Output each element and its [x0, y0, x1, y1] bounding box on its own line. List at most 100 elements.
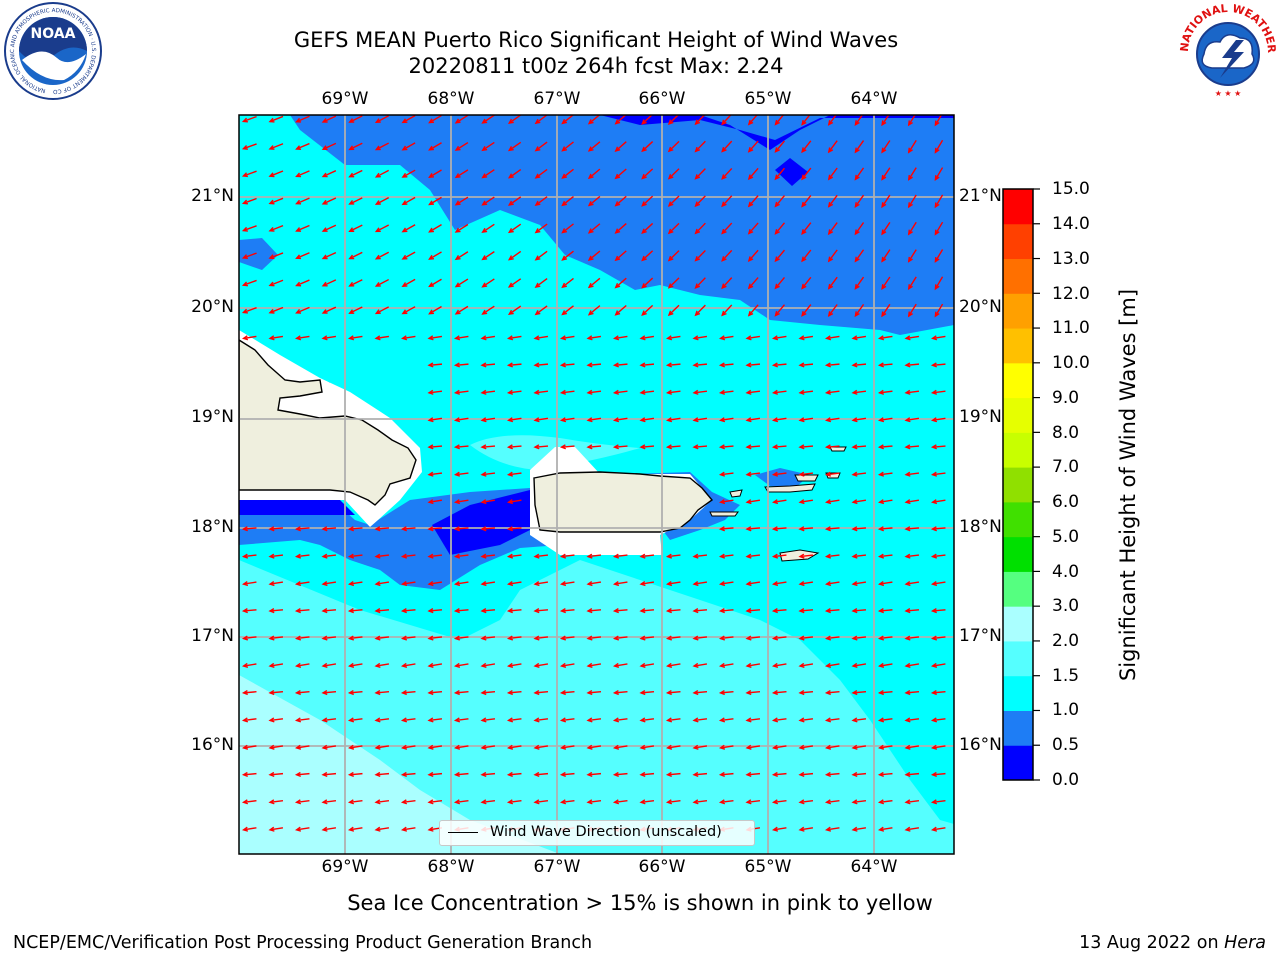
wave-arrow [614, 772, 628, 776]
map-legend: Wind Wave Direction (unscaled) [439, 820, 755, 846]
wave-arrow-head [294, 635, 302, 641]
wave-arrow-head [801, 283, 807, 290]
wave-arrow-head [718, 444, 725, 450]
wave-arrow-head [747, 119, 754, 126]
wave-arrow [296, 306, 310, 314]
wave-arrow-head [400, 744, 408, 750]
wave-arrow [720, 472, 734, 476]
wave-arrow-head [347, 608, 354, 614]
wave-arrow-head [321, 526, 328, 532]
wave-arrow [349, 718, 363, 722]
colorbar-segment [1003, 640, 1033, 677]
wave-arrow [296, 335, 310, 340]
wave-arrow-head [641, 119, 647, 125]
wave-arrow [905, 527, 920, 530]
wave-arrow-head [453, 553, 461, 559]
wave-arrow [243, 581, 257, 585]
lon-label-68w-bottom: 68°W [427, 857, 475, 877]
colorbar-segment [1003, 189, 1033, 225]
wave-arrow [322, 527, 337, 530]
wave-arrow-head [824, 799, 832, 805]
wave-arrow-head [798, 662, 805, 668]
wave-arrow [667, 636, 681, 640]
wave-arrow [402, 663, 416, 667]
wave-arrow [614, 335, 628, 340]
wave-arrow [746, 363, 761, 366]
wave-arrow [428, 472, 443, 476]
wave-arrow-head [481, 282, 488, 288]
wave-arrow [852, 335, 867, 340]
wave-arrow [429, 305, 442, 315]
wave-arrow-head [798, 689, 805, 696]
footer-date: 13 Aug 2022 on Hera [1079, 933, 1266, 953]
wave-arrow-head [427, 608, 434, 614]
wave-arrow-head [559, 799, 567, 805]
colorbar-tick-label: 3.0 [1052, 596, 1080, 616]
wave-arrow [746, 335, 761, 340]
wave-arrow [375, 169, 390, 178]
colorbar-segment [1003, 710, 1033, 746]
wave-arrow [587, 636, 602, 640]
wave-arrow [799, 335, 814, 340]
wave-arrow-head [506, 662, 514, 668]
wave-arrow [879, 363, 893, 366]
wave-arrow-head [374, 717, 381, 723]
wave-arrow-head [745, 553, 752, 559]
wave-arrow-head [533, 335, 540, 341]
wave-arrow-head [321, 689, 328, 696]
wave-arrow [905, 363, 920, 366]
wave-arrow [746, 691, 761, 694]
wave-arrow [614, 390, 628, 394]
wave-arrow-head [559, 608, 566, 614]
wave-arrow-head [347, 717, 355, 723]
wave-arrow-head [745, 471, 752, 477]
wave-arrow [508, 663, 522, 667]
wave-arrow-head [692, 362, 699, 368]
wave-arrow [402, 224, 416, 233]
wave-arrow-head [506, 580, 514, 587]
wave-arrow [614, 800, 628, 803]
wave-arrow [587, 363, 602, 366]
wave-arrow-head [930, 744, 938, 750]
wave-arrow [587, 718, 602, 722]
wave-arrow-head [692, 389, 699, 395]
wave-arrow-head [612, 553, 620, 559]
wave-arrow [826, 663, 840, 667]
wave-arrow-head [801, 201, 807, 208]
wave-arrow-head [268, 717, 275, 723]
wave-arrow-head [745, 689, 752, 696]
lat-label-16n-left: 16°N [191, 735, 234, 755]
wave-arrow [534, 772, 549, 776]
wave-arrow [852, 745, 867, 749]
lat-label-17n-right: 17°N [959, 626, 1002, 646]
wave-arrow [640, 609, 655, 612]
wave-arrow [562, 277, 574, 288]
wave-arrow-head [851, 744, 858, 750]
wave-arrow-head [904, 580, 911, 587]
wave-arrow-head [877, 744, 885, 750]
wave-arrow [429, 278, 442, 287]
wave-arrow-head [400, 580, 408, 587]
wave-arrow-head [771, 608, 778, 614]
wave-arrow-head [798, 553, 805, 559]
wave-arrow [826, 472, 840, 476]
wave-arrow-head [667, 255, 674, 262]
lon-label-66w-bottom: 66°W [638, 857, 686, 877]
wave-arrow-head [851, 580, 858, 587]
wave-arrow [667, 609, 681, 612]
wave-arrow [349, 279, 363, 287]
wave-arrow [375, 115, 390, 123]
wave-arrow [243, 279, 257, 286]
wave-arrow-head [533, 362, 540, 368]
wave-arrow-head [347, 580, 355, 587]
wave-arrow-head [907, 147, 913, 154]
wave-arrow [296, 197, 310, 205]
wave-arrow-head [824, 389, 832, 395]
wave-arrow-head [533, 799, 540, 805]
wave-arrow [322, 224, 337, 232]
wave-arrow [481, 772, 496, 776]
wave-arrow [693, 772, 708, 776]
colorbar-segment [1003, 745, 1033, 781]
wave-arrow-head [851, 362, 858, 368]
wave-arrow [695, 195, 706, 207]
